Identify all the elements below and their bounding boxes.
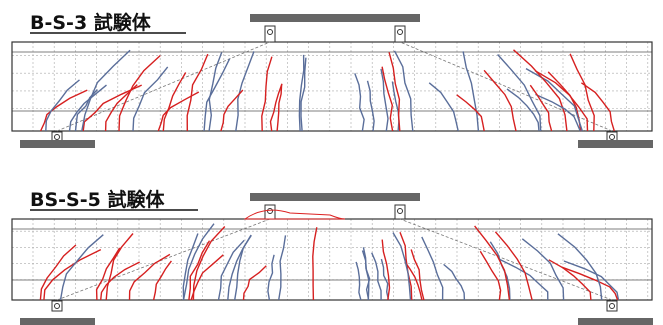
load-point <box>265 205 275 219</box>
crack-line <box>40 245 76 300</box>
load-point <box>395 205 405 219</box>
crack-line <box>204 59 230 131</box>
beam-drawing <box>12 193 653 325</box>
crack-line <box>209 52 222 131</box>
support-plate <box>20 318 95 325</box>
crack-line <box>46 80 80 131</box>
crack-line <box>219 240 245 300</box>
crack-line <box>106 85 138 131</box>
crack-line <box>522 239 563 300</box>
crack-pattern-figure: B-S-3 試験体 BS-S-5 試験体 <box>0 0 663 325</box>
crack-line <box>457 95 485 131</box>
crack-line <box>429 83 458 131</box>
crack-line <box>244 266 267 300</box>
crack-line <box>355 73 364 131</box>
crack-line <box>82 50 130 131</box>
crushing-zone <box>245 210 345 219</box>
crack-line <box>480 251 500 300</box>
beam-title: BS-S-5 試験体 <box>30 188 165 211</box>
load-plate <box>250 193 420 201</box>
crack-line <box>570 54 594 131</box>
support <box>52 301 62 311</box>
crack-line <box>130 254 170 300</box>
crack-line <box>133 67 168 131</box>
support-plate <box>20 140 95 148</box>
crack-line <box>44 250 101 300</box>
crack-line <box>475 226 510 300</box>
crack-line <box>235 235 251 300</box>
beam-drawing <box>12 14 653 148</box>
crack-line <box>70 85 107 131</box>
beam-title: B-S-3 試験体 <box>30 11 152 34</box>
crack-line <box>279 235 286 300</box>
support <box>607 301 617 311</box>
support-plate <box>578 140 653 148</box>
crack-line <box>484 70 516 131</box>
crack-line <box>41 90 88 131</box>
crack-line <box>444 264 465 300</box>
crack-line <box>221 90 243 131</box>
support-plate <box>578 318 653 325</box>
crack-line <box>368 81 375 131</box>
crack-line <box>268 255 274 300</box>
crack-line <box>372 253 381 300</box>
crack-line <box>154 261 172 300</box>
crack-line <box>422 237 443 300</box>
load-plate <box>250 14 420 22</box>
crack-line <box>356 262 361 300</box>
